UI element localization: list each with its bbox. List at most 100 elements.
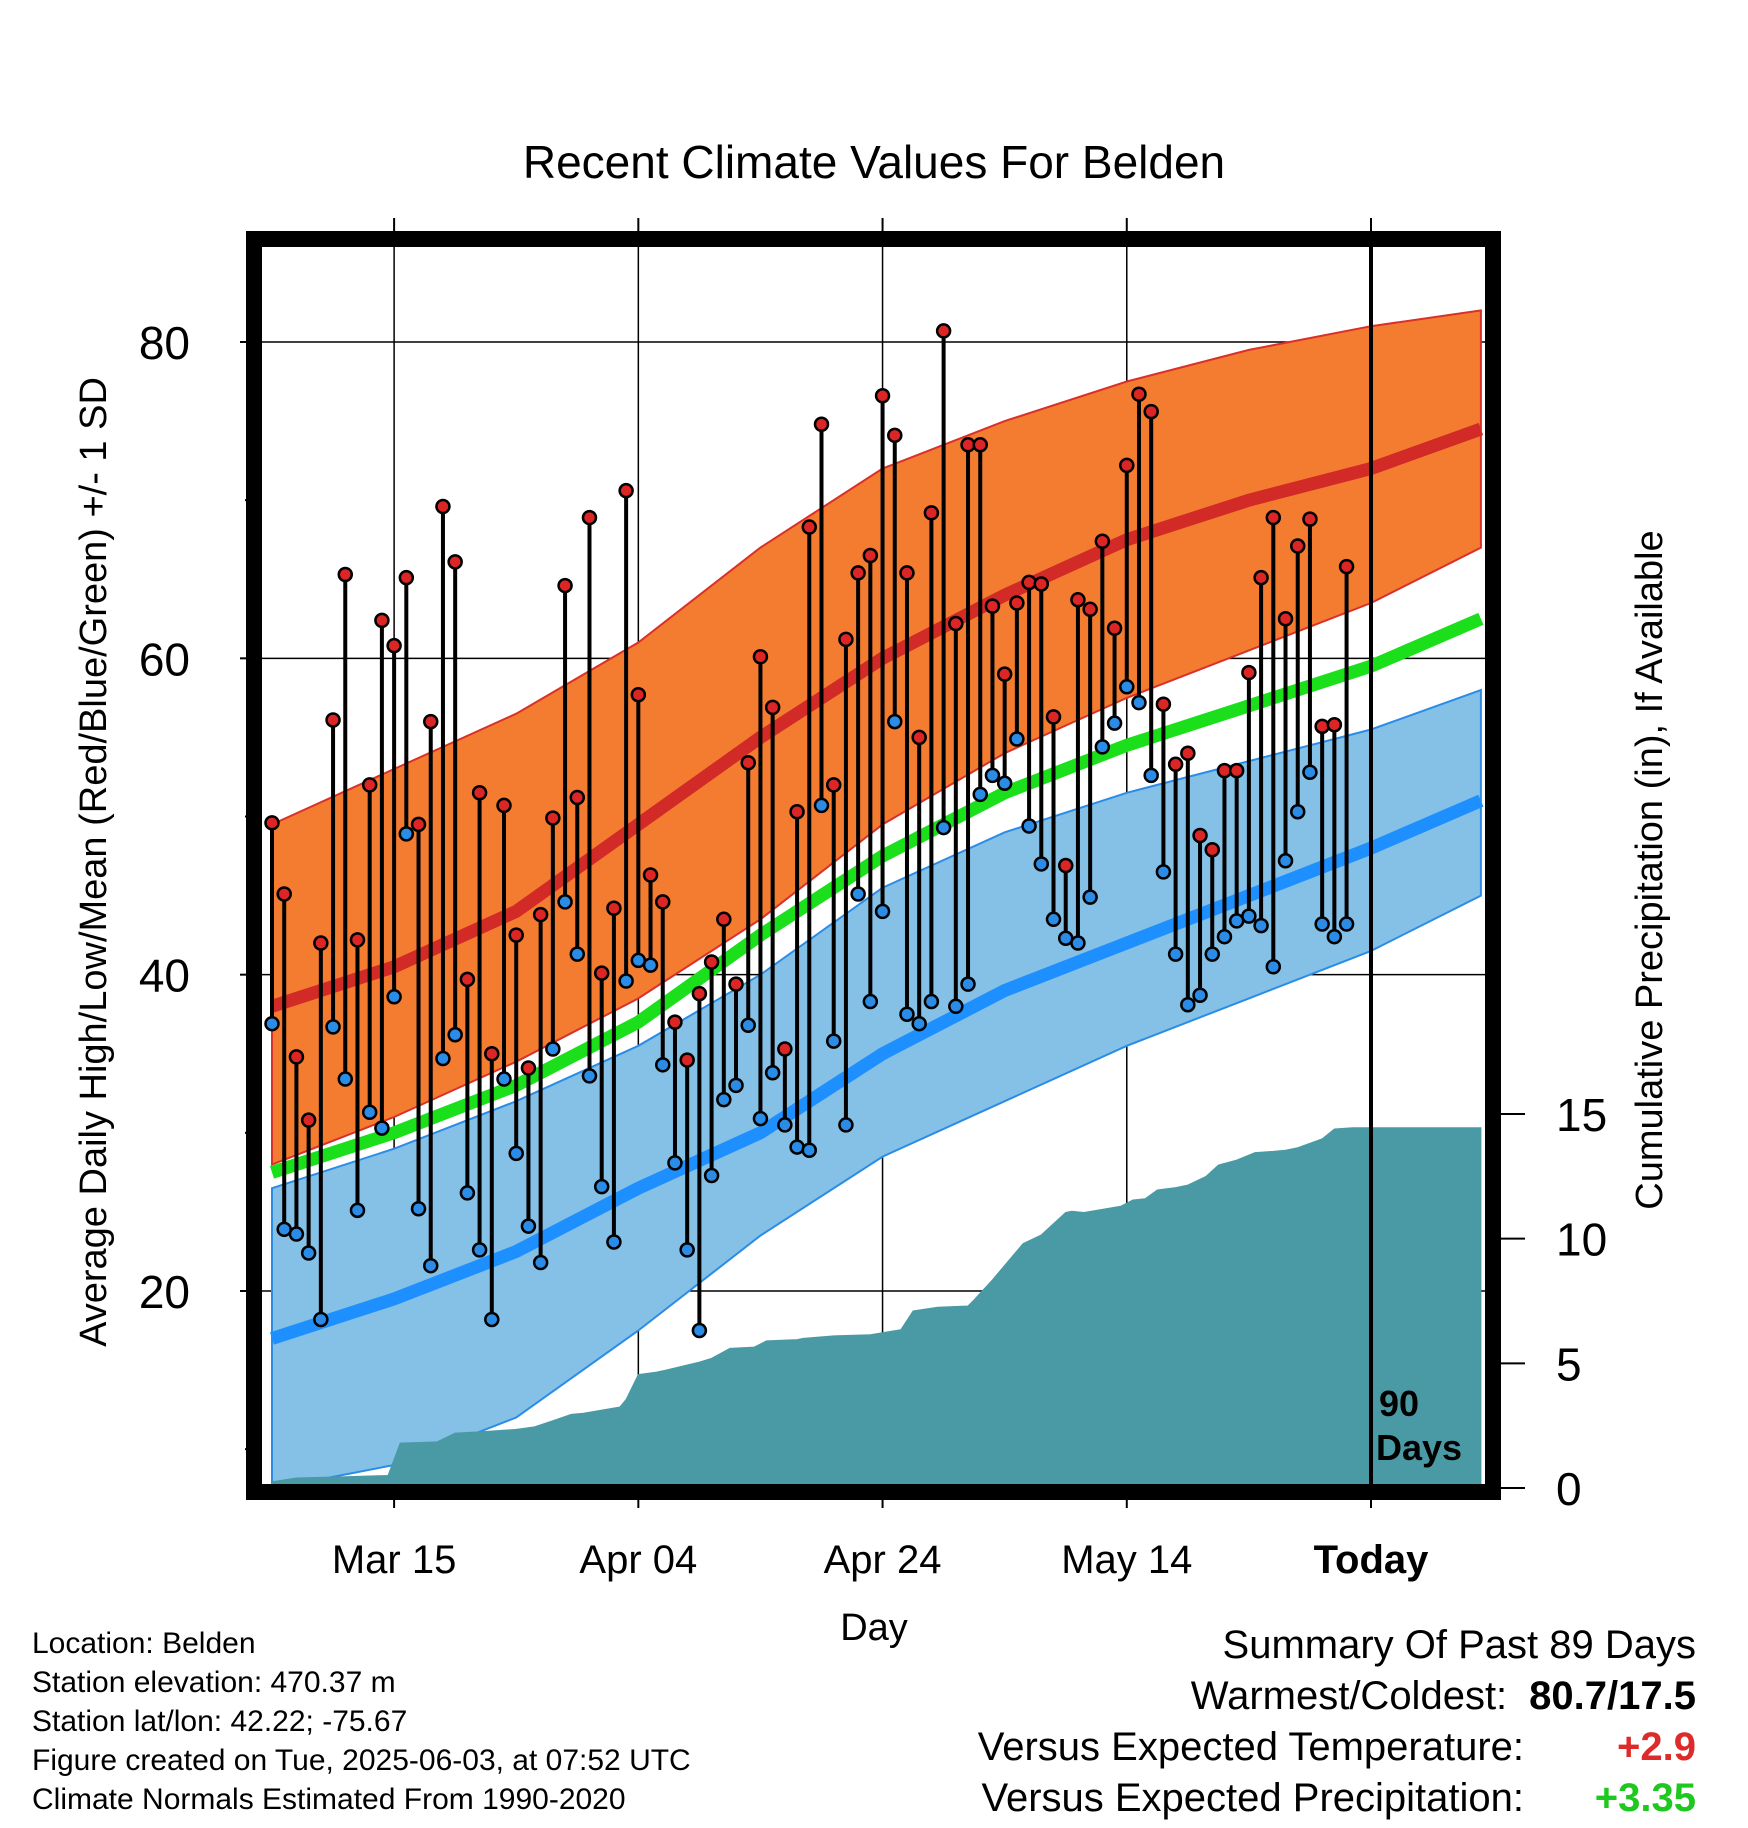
daily-low-point bbox=[520, 1218, 537, 1234]
daily-high-point bbox=[655, 894, 671, 910]
daily-low-point bbox=[887, 713, 903, 730]
y2-tick-label: 15 bbox=[1556, 1089, 1607, 1141]
warmest-coldest-label: Warmest/Coldest: bbox=[1190, 1674, 1508, 1718]
x-tick-label: May 14 bbox=[1061, 1538, 1192, 1582]
daily-high-point bbox=[410, 816, 427, 833]
daily-high-point bbox=[1021, 574, 1037, 591]
daily-high-point bbox=[1289, 538, 1306, 554]
daily-high-point bbox=[923, 505, 940, 521]
daily-high-point bbox=[1338, 558, 1355, 575]
daily-low-point bbox=[606, 1234, 622, 1250]
daily-high-point bbox=[1204, 841, 1221, 858]
daily-high-point bbox=[1326, 717, 1343, 733]
daily-low-point bbox=[813, 797, 830, 814]
daily-low-point bbox=[557, 894, 573, 910]
daily-low-point bbox=[862, 993, 879, 1010]
daily-high-point bbox=[471, 785, 488, 801]
daily-low-point bbox=[1326, 928, 1343, 945]
daily-low-point bbox=[1192, 987, 1208, 1003]
precipitation-departure-value: +3.35 bbox=[1594, 1776, 1696, 1820]
location-text: Location: Belden bbox=[32, 1627, 256, 1660]
daily-high-point bbox=[1167, 756, 1184, 773]
daily-low-point bbox=[374, 1120, 390, 1136]
daily-low-point bbox=[1021, 818, 1037, 834]
daily-high-point bbox=[935, 323, 952, 339]
daily-high-point bbox=[569, 789, 586, 806]
daily-high-point bbox=[691, 985, 708, 1002]
daily-high-point bbox=[1302, 511, 1318, 527]
daily-low-point bbox=[1277, 853, 1294, 869]
axes: 20 40 60 80 0 5 10 15 Mar 15 Apr 04 Apr 24 May 14 To… bbox=[139, 218, 1607, 1582]
daily-high-point bbox=[1094, 533, 1111, 550]
daily-high-point bbox=[996, 666, 1013, 682]
daily-high-point bbox=[813, 416, 830, 432]
station-info: Location: Belden Station elevation: 470.… bbox=[32, 1624, 691, 1819]
daily-low-point bbox=[984, 767, 1001, 784]
daily-high-point bbox=[728, 976, 744, 992]
y-axis-label: Average Daily High/Low/Mean (Red/Blue/Gr… bbox=[73, 377, 115, 1347]
daily-low-point bbox=[777, 1117, 793, 1133]
daily-low-point bbox=[789, 1139, 805, 1155]
daily-low-point bbox=[1302, 764, 1318, 780]
daily-low-point bbox=[325, 1019, 341, 1035]
daily-low-point bbox=[508, 1145, 524, 1162]
daily-high-point bbox=[618, 482, 634, 499]
y-tick-label: 20 bbox=[139, 1266, 190, 1318]
daily-high-point bbox=[374, 612, 390, 629]
daily-low-point bbox=[593, 1178, 610, 1195]
daily-high-point bbox=[862, 547, 879, 564]
daily-high-point bbox=[838, 631, 854, 648]
temperature-departure-label: Versus Expected Temperature: bbox=[977, 1725, 1524, 1769]
daily-high-point bbox=[557, 577, 573, 594]
daily-high-point bbox=[667, 1014, 683, 1030]
daily-low-point bbox=[618, 973, 634, 989]
daily-high-point bbox=[1082, 601, 1098, 618]
today-days-word: Days bbox=[1376, 1427, 1462, 1468]
daily-low-point bbox=[545, 1041, 561, 1057]
daily-high-point bbox=[300, 1112, 317, 1128]
daily-high-point bbox=[874, 388, 891, 404]
daily-range-sticks bbox=[270, 330, 1349, 1331]
daily-low-point bbox=[960, 976, 976, 992]
warmest-coldest-value: 80.7/17.5 bbox=[1529, 1674, 1696, 1718]
x-tick-label: Apr 24 bbox=[824, 1538, 942, 1582]
daily-high-point bbox=[496, 797, 512, 814]
daily-high-point bbox=[361, 777, 378, 793]
daily-high-point bbox=[972, 437, 988, 453]
daily-low-point bbox=[874, 903, 891, 920]
low-normal-line bbox=[269, 794, 1484, 1345]
daily-low-point bbox=[569, 946, 586, 962]
y2-tick-label: 10 bbox=[1556, 1214, 1607, 1266]
y2-tick-label: 0 bbox=[1556, 1463, 1582, 1515]
daily-low-point bbox=[655, 1057, 671, 1073]
daily-low-point bbox=[337, 1071, 354, 1087]
daily-high-point bbox=[1057, 857, 1074, 874]
daily-high-point bbox=[630, 686, 647, 703]
daily-low-point bbox=[740, 1017, 756, 1034]
daily-low-point bbox=[447, 1027, 463, 1043]
daily-high-point bbox=[1155, 696, 1172, 712]
daily-low-point bbox=[1094, 739, 1111, 755]
precipitation-area bbox=[271, 1127, 1482, 1489]
daily-high-point bbox=[349, 932, 366, 948]
daily-low-point bbox=[422, 1257, 439, 1274]
daily-high-point bbox=[276, 886, 292, 902]
daily-low-point bbox=[1033, 856, 1050, 872]
created-text: Figure created on Tue, 2025-06-03, at 07… bbox=[32, 1744, 691, 1777]
daily-low-point bbox=[300, 1245, 317, 1261]
daily-low-point bbox=[691, 1322, 708, 1339]
daily-low-point bbox=[459, 1185, 476, 1201]
daily-low-point bbox=[703, 1167, 720, 1184]
daily-high-point bbox=[1265, 509, 1282, 526]
daily-high-point bbox=[532, 906, 549, 923]
daily-high-point bbox=[1241, 664, 1257, 681]
daily-low-point bbox=[667, 1155, 683, 1171]
daily-high-point bbox=[435, 498, 451, 515]
daily-low-point bbox=[899, 1006, 915, 1022]
daily-high-point bbox=[593, 965, 610, 981]
daily-low-point bbox=[361, 1104, 378, 1121]
daily-low-point bbox=[1180, 996, 1196, 1013]
daily-high-point bbox=[1143, 403, 1159, 420]
daily-low-point bbox=[386, 989, 402, 1005]
daily-high-point bbox=[740, 754, 756, 771]
